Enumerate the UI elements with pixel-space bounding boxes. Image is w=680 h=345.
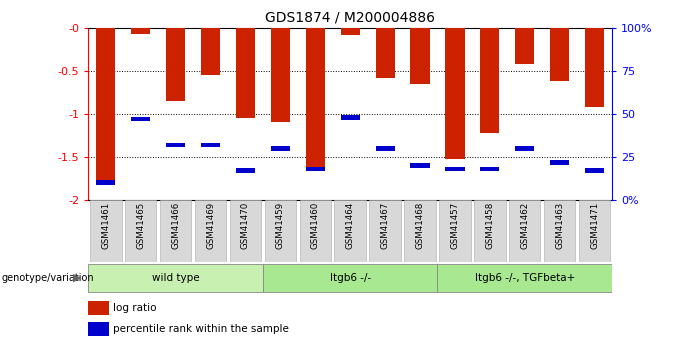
Text: GSM41457: GSM41457 [450,202,460,249]
Bar [445,28,464,159]
Text: genotype/variation: genotype/variation [1,273,94,283]
Bar [166,142,185,147]
Bar [271,28,290,122]
Bar [585,28,604,107]
Bar [97,180,116,185]
Text: percentile rank within the sample: percentile rank within the sample [114,324,289,334]
Bar [375,28,394,78]
Bar [201,142,220,147]
Bar [236,168,255,173]
Bar [411,163,430,168]
Bar [97,28,116,185]
Bar [437,264,612,292]
Bar [579,200,610,262]
Text: Itgb6 -/-: Itgb6 -/- [330,273,371,283]
Text: GSM41466: GSM41466 [171,202,180,249]
Text: GSM41471: GSM41471 [590,202,599,249]
Bar [375,146,394,151]
Bar [166,28,185,101]
Bar [335,200,366,262]
Bar [405,200,436,262]
Text: GSM41465: GSM41465 [136,202,146,249]
Bar [236,28,255,118]
Bar [88,322,109,336]
Text: log ratio: log ratio [114,303,157,313]
Bar [480,28,499,133]
Bar [480,167,499,171]
Bar [306,167,325,171]
Text: GSM41462: GSM41462 [520,202,529,249]
Bar [439,200,471,262]
Bar [585,168,604,173]
Text: GSM41461: GSM41461 [101,202,110,249]
Text: GSM41463: GSM41463 [555,202,564,249]
Bar [509,200,541,262]
Bar [369,200,401,262]
Bar [201,28,220,75]
Bar [125,200,156,262]
Bar [445,167,464,171]
Bar [160,200,191,262]
Bar [90,200,122,262]
Bar [550,160,569,165]
Bar [474,200,505,262]
Text: GSM41469: GSM41469 [206,202,215,249]
Bar [88,301,109,315]
Bar [131,28,150,34]
Text: ▶: ▶ [73,273,82,283]
Text: Itgb6 -/-, TGFbeta+: Itgb6 -/-, TGFbeta+ [475,273,575,283]
Bar [300,200,331,262]
Text: GSM41467: GSM41467 [381,202,390,249]
Text: GSM41458: GSM41458 [486,202,494,249]
Bar [515,146,534,151]
Bar [341,28,360,34]
Bar [515,28,534,64]
Bar [88,264,263,292]
Text: GSM41464: GSM41464 [345,202,355,249]
Text: GSM41470: GSM41470 [241,202,250,249]
Text: GSM41460: GSM41460 [311,202,320,249]
Bar [341,115,360,120]
Text: GSM41468: GSM41468 [415,202,424,249]
Bar [195,200,226,262]
Bar [271,146,290,151]
Bar [265,200,296,262]
Bar [263,264,437,292]
Bar [306,28,325,170]
Text: wild type: wild type [152,273,199,283]
Text: GSM41459: GSM41459 [276,202,285,249]
Text: GDS1874 / M200004886: GDS1874 / M200004886 [265,10,435,24]
Bar [230,200,261,262]
Bar [550,28,569,81]
Bar [411,28,430,84]
Bar [544,200,575,262]
Bar [131,117,150,121]
